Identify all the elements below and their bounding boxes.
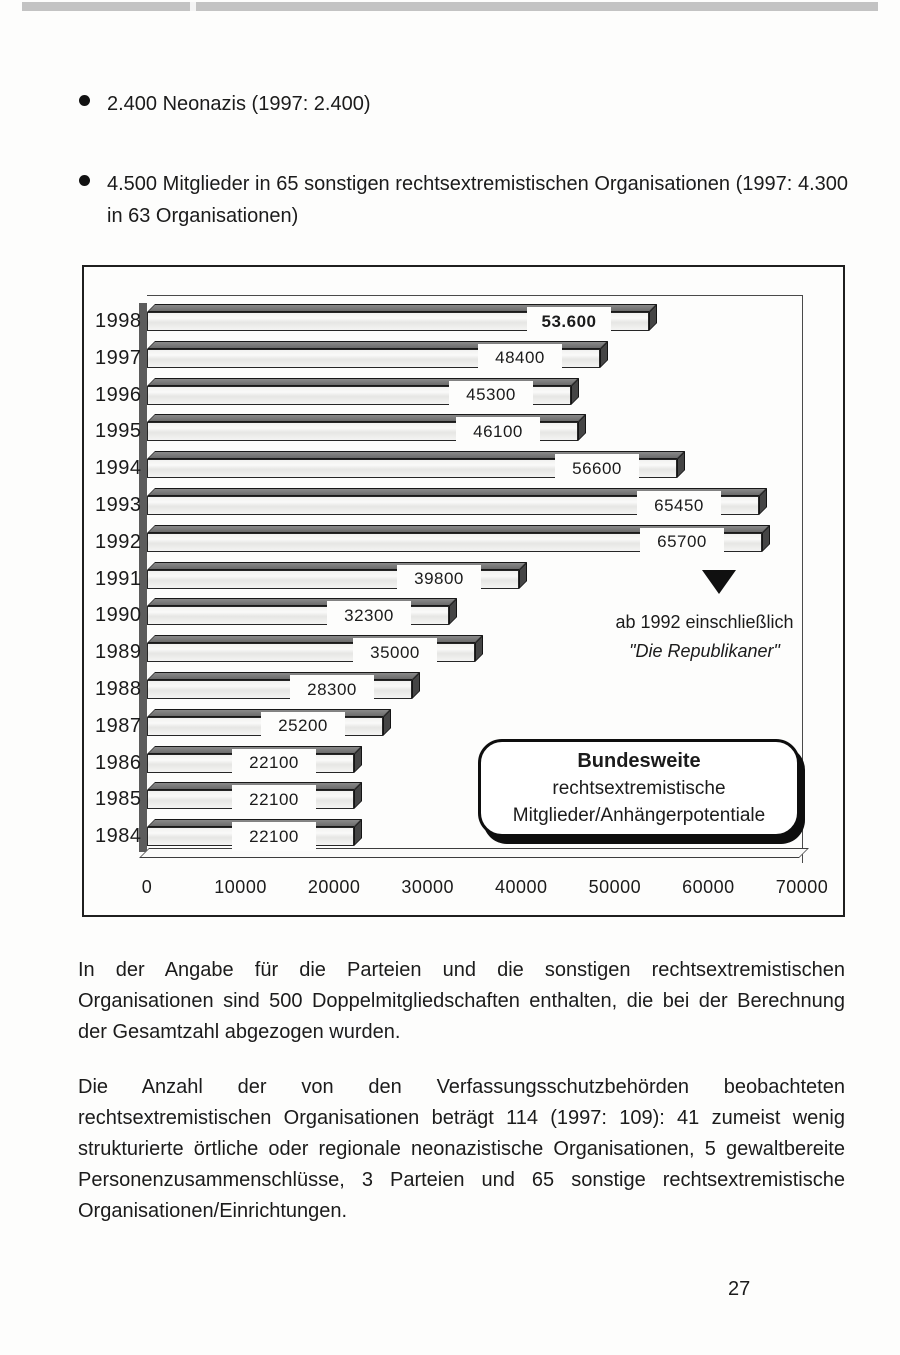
bar-value-label: 22100	[232, 785, 316, 815]
bar-value-label: 53.600	[527, 307, 611, 336]
year-label: 1984	[95, 825, 142, 848]
bar-value-label: 22100	[232, 822, 316, 852]
year-label: 1988	[95, 678, 142, 700]
chart-plot-frame	[147, 295, 803, 863]
bar-row: 25200	[147, 708, 391, 741]
year-label: 1997	[95, 346, 142, 369]
bar-row: 22100	[147, 819, 362, 852]
page-number: 27	[728, 1278, 751, 1300]
bar-chart: 1998 1997 1996 1995 1994 1993 1992 1991 1990 1989…	[82, 265, 845, 917]
bar-value-label: 25200	[261, 711, 345, 741]
bar-value-label: 39800	[397, 564, 481, 594]
x-axis-tick-label: 20000	[307, 877, 361, 897]
year-label: 1990	[95, 604, 142, 627]
bar-row: 53.600	[147, 304, 657, 336]
bar-row: 65450	[147, 488, 767, 520]
annotation-line2: "Die Republikaner"	[629, 641, 780, 661]
legend-line3: Mitglieder/Anhängerpotentiale	[512, 804, 766, 826]
bar-value-label: 35000	[353, 638, 437, 668]
bar-row: 48400	[147, 340, 608, 373]
bar-row: 56600	[147, 451, 685, 484]
chart-annotation: ab 1992 einschließlich "Die Republikaner…	[602, 570, 807, 666]
bar-row: 22100	[147, 782, 362, 815]
bullet-dot-icon	[79, 95, 90, 106]
bar-row: 32300	[147, 598, 457, 631]
bar-front-face	[147, 312, 649, 331]
x-axis-tick-label: 40000	[495, 877, 548, 897]
year-label: 1995	[95, 420, 142, 443]
paragraph-doppelmitgliedschaften: In der Angabe für die Parteien und die s…	[78, 959, 845, 1043]
year-label: 1998	[95, 310, 142, 332]
scan-artifact-notch	[190, 2, 196, 11]
year-label: 1994	[95, 457, 142, 480]
year-label: 1985	[95, 788, 142, 811]
annotation-line1: ab 1992 einschließlich	[615, 612, 794, 632]
x-axis-tick-label: 30000	[401, 877, 454, 897]
bar-row: 46100	[147, 414, 586, 447]
paragraph-anzahl-organisationen: Die Anzahl der von den Verfassungsschutz…	[78, 1076, 845, 1222]
bar-front-face	[147, 459, 677, 479]
bar-row: 28300	[147, 672, 420, 704]
bar-front-face	[147, 496, 759, 515]
chart-legend-box: Bundesweite rechtsextremistische Mitglie…	[478, 739, 800, 837]
x-axis-tick-label: 60000	[682, 877, 735, 897]
bar-row: 22100	[147, 745, 362, 778]
bar-value-label: 56600	[555, 454, 639, 484]
bullet-dot-icon	[79, 175, 90, 186]
scan-artifact-top-bar	[22, 2, 878, 11]
bar-value-label: 32300	[327, 601, 411, 631]
bar-value-label: 28300	[290, 675, 374, 704]
bar-value-label: 48400	[478, 343, 562, 373]
x-axis-tick-label: 10000	[214, 877, 267, 897]
year-label: 1991	[95, 567, 142, 590]
year-label: 1986	[95, 751, 142, 774]
year-label: 1987	[95, 714, 142, 737]
bar-value-label: 45300	[449, 380, 533, 410]
bar-row: 35000	[147, 635, 483, 668]
bar-row: 45300	[147, 377, 579, 410]
bar-value-label: 46100	[456, 417, 540, 447]
x-axis-tick-label: 50000	[588, 877, 642, 897]
bar-value-label: 22100	[232, 748, 316, 778]
chart-axis-wall	[139, 303, 147, 852]
bar-front-face	[147, 532, 762, 552]
bar-value-label: 65450	[637, 491, 721, 520]
legend-line1: Bundesweite	[577, 749, 701, 772]
x-axis-tick-label: 70000	[775, 877, 829, 897]
year-label: 1996	[95, 383, 142, 406]
bullet-text: 2.400 Neonazis (1997: 2.400)	[107, 93, 371, 115]
bar-top-face	[147, 672, 420, 680]
bar-row: 65700	[147, 524, 770, 557]
year-label: 1993	[95, 494, 142, 516]
bar-value-label: 65700	[640, 527, 724, 557]
year-label: 1989	[95, 641, 142, 664]
x-axis-tick-label: 0	[141, 877, 153, 897]
legend-line2: rechtsextremistische	[552, 777, 726, 799]
x-axis: 0 10000 20000 30000 40000 50000 60000 70000	[84, 877, 843, 901]
year-label: 1992	[95, 530, 142, 553]
bullet-text: 4.500 Mitglieder in 65 sonstigen rechtse…	[107, 173, 848, 227]
bar-row: 39800	[147, 561, 527, 594]
triangle-down-icon	[702, 570, 736, 594]
